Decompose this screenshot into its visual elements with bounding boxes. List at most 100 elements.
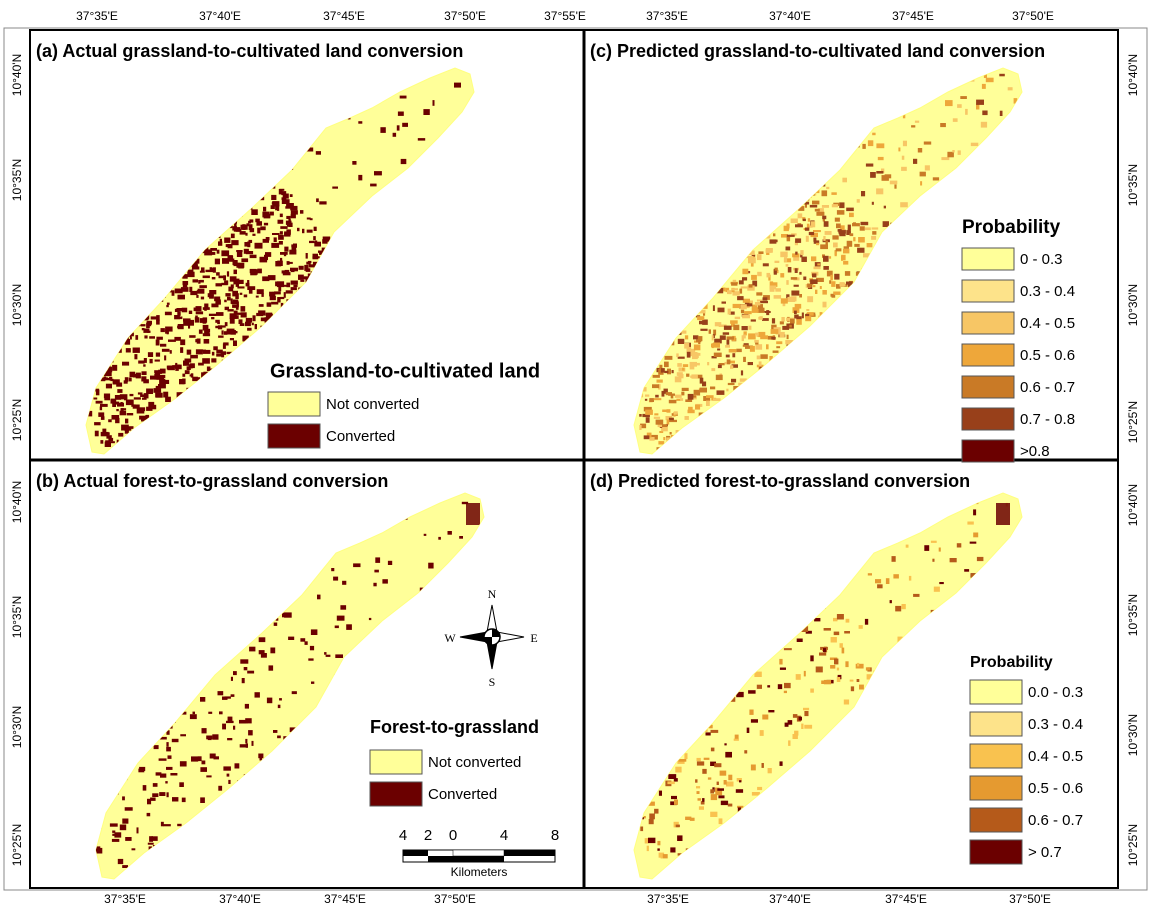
patch <box>419 587 425 593</box>
patch <box>870 701 878 707</box>
patch <box>730 697 736 702</box>
patch <box>968 76 971 79</box>
patch <box>970 142 979 147</box>
patch <box>305 310 314 315</box>
patch <box>635 367 643 373</box>
patch <box>806 309 810 311</box>
patch <box>836 210 845 215</box>
patch <box>927 195 935 199</box>
patch <box>94 422 101 426</box>
patch <box>203 339 210 344</box>
patch <box>195 849 203 853</box>
patch <box>740 408 744 411</box>
patch <box>123 777 128 781</box>
patch <box>215 820 223 824</box>
patch <box>253 269 258 275</box>
patch <box>699 320 703 325</box>
legend-label: 0.0 - 0.3 <box>1028 684 1083 701</box>
patch <box>635 403 639 407</box>
patch <box>710 729 719 733</box>
patch <box>227 738 233 741</box>
scale-label: 4 <box>500 827 508 844</box>
patch <box>860 221 869 226</box>
patch <box>163 901 166 906</box>
patch <box>227 381 232 386</box>
patch <box>773 295 782 299</box>
patch <box>223 275 226 281</box>
patch <box>171 738 179 743</box>
patch <box>866 305 871 311</box>
patch <box>696 786 701 789</box>
patch <box>236 387 245 391</box>
patch <box>901 604 906 610</box>
patch <box>227 296 231 301</box>
patch <box>677 759 685 764</box>
longitude-label: 37°45'E <box>885 892 927 906</box>
patch <box>805 235 809 242</box>
patch <box>275 618 279 621</box>
patch <box>154 359 160 362</box>
patch <box>108 352 113 358</box>
patch <box>358 174 363 181</box>
patch <box>191 266 200 270</box>
patch <box>368 617 372 621</box>
patch <box>105 383 112 389</box>
patch <box>793 255 800 261</box>
legend-swatch <box>969 743 1023 769</box>
patch <box>256 332 260 337</box>
patch <box>828 322 832 325</box>
patch <box>714 447 722 451</box>
patch <box>239 719 246 724</box>
patch <box>666 437 673 444</box>
legend-label: 0.5 - 0.6 <box>1028 780 1083 797</box>
patch <box>293 749 298 752</box>
patch <box>717 850 726 856</box>
patch <box>237 354 243 358</box>
patch <box>227 309 234 312</box>
patch <box>676 353 679 358</box>
patch <box>165 722 173 729</box>
patch <box>163 824 171 827</box>
patch <box>746 385 749 390</box>
patch <box>86 376 89 383</box>
patch <box>893 574 899 579</box>
patch <box>751 307 759 313</box>
patch <box>201 372 206 378</box>
patch <box>760 307 765 313</box>
patch <box>859 226 865 231</box>
patch <box>424 633 428 639</box>
patch <box>312 256 320 259</box>
patch <box>236 312 242 315</box>
patch <box>96 792 102 798</box>
patch <box>178 432 183 438</box>
patch <box>775 360 783 364</box>
patch <box>698 450 704 454</box>
patch <box>689 361 697 367</box>
patch <box>313 309 317 312</box>
patch <box>720 850 724 855</box>
patch <box>193 835 199 841</box>
patch <box>219 238 222 244</box>
patch <box>183 396 187 402</box>
patch <box>647 358 653 362</box>
patch <box>454 82 461 88</box>
patch <box>833 755 841 758</box>
patch <box>718 818 723 825</box>
patch <box>215 394 221 397</box>
patch <box>711 335 714 341</box>
patch <box>324 706 332 712</box>
patch <box>803 276 807 280</box>
patch <box>791 290 800 296</box>
patch <box>923 141 932 145</box>
patch <box>139 415 145 420</box>
longitude-label: 37°50'E <box>1009 892 1051 906</box>
patch <box>223 766 231 771</box>
patch <box>209 267 213 271</box>
patch <box>149 450 154 453</box>
patch <box>81 421 84 426</box>
patch <box>417 493 423 496</box>
patch <box>160 773 167 778</box>
patch <box>280 296 285 300</box>
patch <box>169 282 176 285</box>
patch <box>806 223 810 229</box>
